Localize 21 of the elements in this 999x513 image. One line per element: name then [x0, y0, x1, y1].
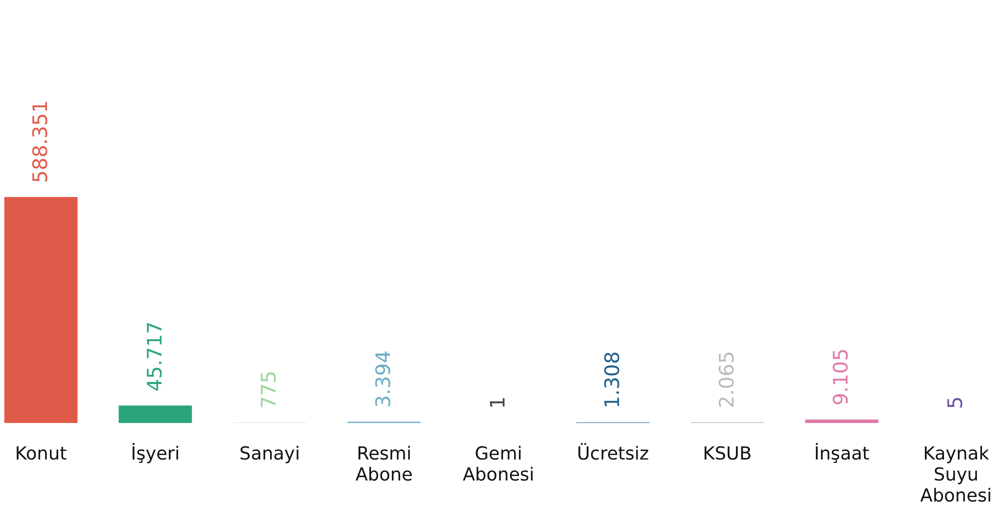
x-tick-label: Ücretsiz	[576, 442, 649, 464]
x-tick-label: KSUB	[702, 444, 752, 464]
data-label: 45.717	[142, 321, 166, 392]
data-label: 3.394	[371, 350, 396, 408]
x-tick-label: İnşaat	[814, 442, 870, 464]
bar	[118, 405, 192, 423]
data-label: 775	[256, 370, 281, 409]
data-label: 9.105	[828, 348, 853, 406]
data-label: 2.065	[714, 350, 738, 408]
x-tick-label: Konut	[15, 444, 67, 464]
x-tick-label: Kaynak Suyu Abonesi	[920, 444, 992, 506]
x-tick-label: Sanayi	[239, 444, 300, 464]
x-tick-label: İşyeri	[130, 442, 180, 464]
data-label: 1.308	[600, 351, 624, 408]
data-label: 588.351	[28, 100, 52, 183]
bar	[805, 420, 878, 423]
data-label: 5	[943, 396, 968, 409]
x-tick-label: Resmi Abone	[355, 444, 413, 486]
x-tick-label: Gemi Abonesi	[462, 444, 534, 486]
bar	[4, 197, 78, 423]
data-label: 1	[486, 396, 510, 409]
